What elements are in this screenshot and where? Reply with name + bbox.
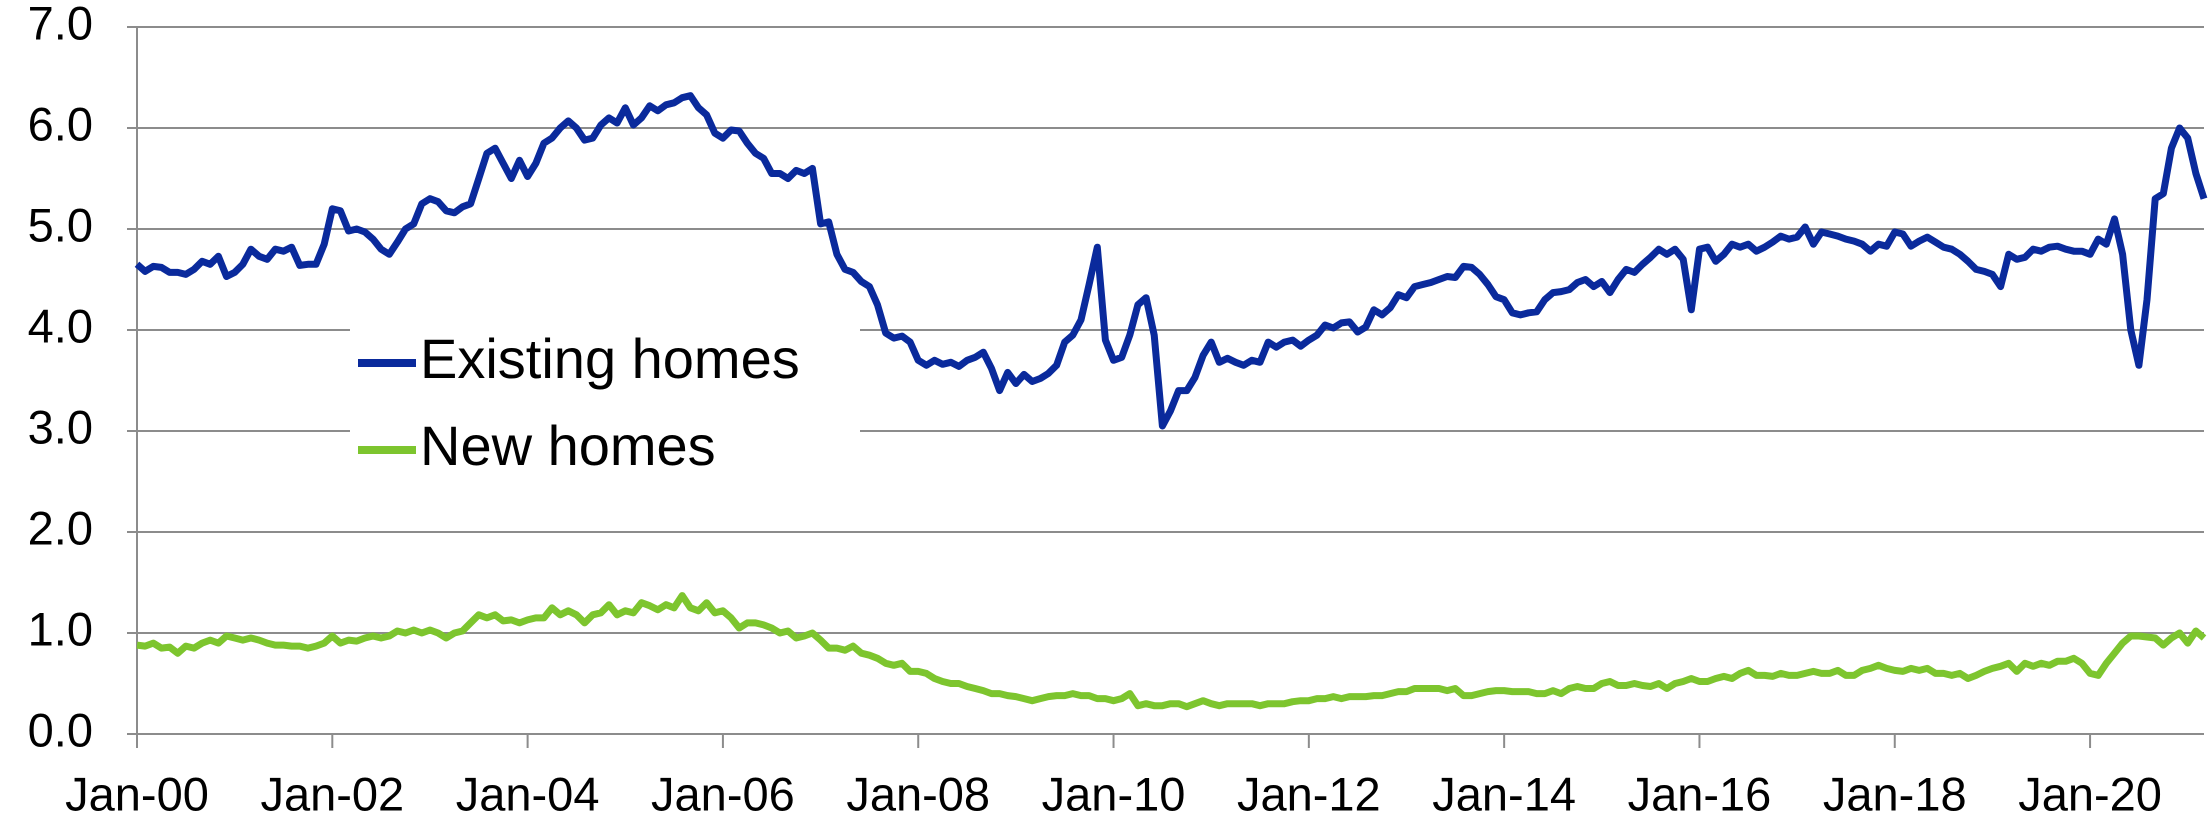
series-line <box>136 592 2207 711</box>
x-tick-label: Jan-12 <box>1237 767 1381 820</box>
x-tick-label: Jan-20 <box>2018 767 2162 820</box>
legend: Existing homes New homes <box>350 317 860 487</box>
x-tick-label: Jan-04 <box>456 767 600 820</box>
series-line <box>134 92 2208 430</box>
y-tick-label: 5.0 <box>28 198 93 251</box>
x-tick-label: Jan-02 <box>260 767 404 820</box>
y-tick-label: 6.0 <box>28 97 93 150</box>
x-tick-label: Jan-06 <box>651 767 795 820</box>
legend-box <box>350 317 860 487</box>
x-tick-label: Jan-18 <box>1823 767 1967 820</box>
y-tick-label: 4.0 <box>28 299 93 352</box>
y-tick-label: 2.0 <box>28 501 93 554</box>
legend-label: New homes <box>420 414 716 477</box>
x-tick-label: Jan-08 <box>846 767 990 820</box>
legend-label: Existing homes <box>420 327 800 390</box>
y-tick-label: 0.0 <box>28 703 93 756</box>
x-tick-label: Jan-00 <box>65 767 209 820</box>
y-tick-label: 1.0 <box>28 602 93 655</box>
x-tick-label: Jan-10 <box>1042 767 1186 820</box>
y-tick-label: 7.0 <box>28 0 93 49</box>
y-tick-label: 3.0 <box>28 400 93 453</box>
x-tick-label: Jan-16 <box>1628 767 1772 820</box>
x-tick-label: Jan-14 <box>1432 767 1576 820</box>
